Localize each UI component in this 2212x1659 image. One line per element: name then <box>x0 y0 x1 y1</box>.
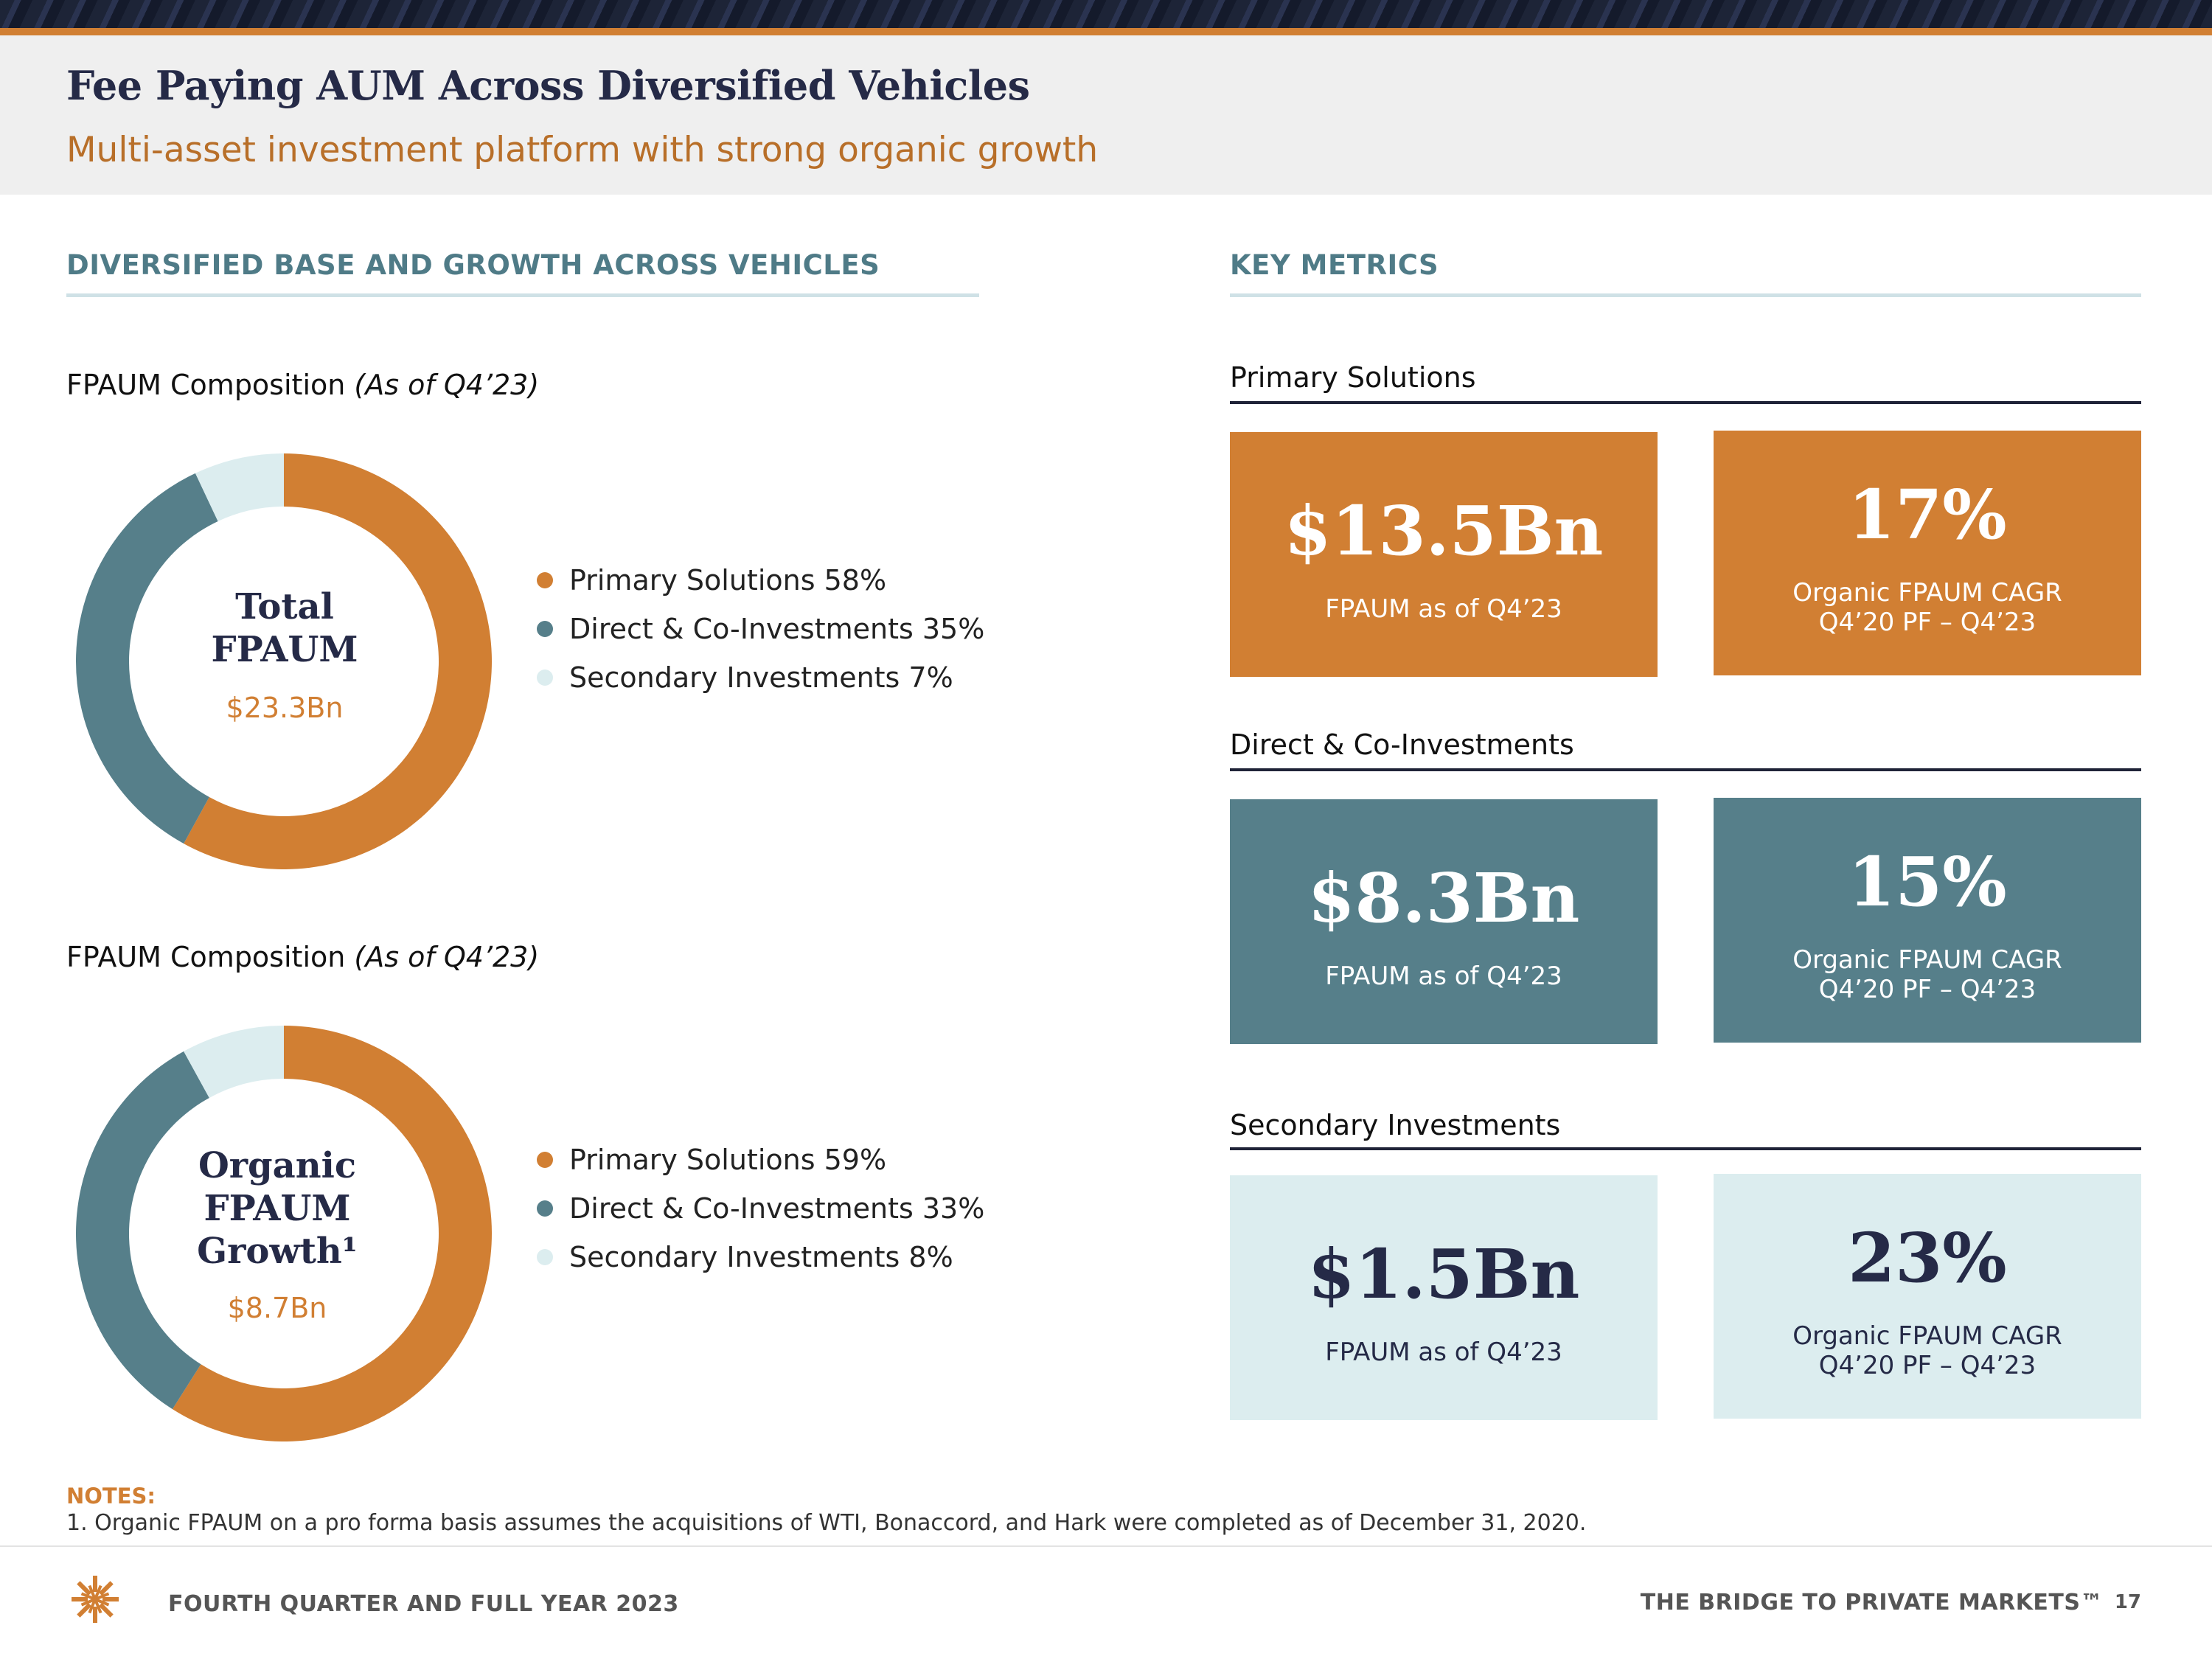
metric-card-direct-fpaum: $8.3Bn FPAUM as of Q4’23 <box>1230 799 1658 1044</box>
donut-chart-organic-growth <box>75 1026 493 1441</box>
section-rule-right <box>1230 293 2141 297</box>
legend-item-secondary: Secondary Investments 8% <box>537 1233 984 1281</box>
donut-1-center-label: Total FPAUM <box>137 585 432 671</box>
donut-slice-direct-co-investments <box>75 1051 209 1410</box>
metric-value: 17% <box>1848 475 2007 554</box>
donut-slice-primary-solutions <box>172 1026 493 1441</box>
metric-caption: Organic FPAUM CAGR <box>1792 945 2062 975</box>
donut-2-center-line: Organic <box>198 1145 357 1186</box>
legend-dot-direct <box>537 621 553 637</box>
composition-label-text: FPAUM Composition <box>66 941 355 973</box>
metric-value: $8.3Bn <box>1307 858 1580 938</box>
legend-label: Secondary Investments 7% <box>569 661 953 694</box>
donut-2-center-line: FPAUM <box>204 1188 351 1229</box>
page-number: 17 <box>2114 1591 2141 1613</box>
section-heading-diversified: DIVERSIFIED BASE AND GROWTH ACROSS VEHIC… <box>66 249 880 281</box>
metric-card-primary-fpaum: $13.5Bn FPAUM as of Q4’23 <box>1230 432 1658 677</box>
composition-label-date: (As of Q4’23) <box>354 941 540 973</box>
composition-label-text: FPAUM Composition <box>66 369 355 401</box>
metric-card-secondary-fpaum: $1.5Bn FPAUM as of Q4’23 <box>1230 1175 1658 1420</box>
metric-value: 23% <box>1848 1218 2007 1298</box>
donut-2-legend: Primary Solutions 59% Direct & Co-Invest… <box>537 1135 984 1281</box>
donut-slice-direct-co-investments <box>76 473 218 844</box>
metric-caption: Organic FPAUM CAGR <box>1792 578 2062 608</box>
footer-divider <box>0 1545 2212 1547</box>
section-rule-left <box>66 293 979 297</box>
legend-label: Secondary Investments 8% <box>569 1241 953 1273</box>
footer-report-title: FOURTH QUARTER AND FULL YEAR 2023 <box>168 1591 679 1617</box>
legend-item-primary: Primary Solutions 59% <box>537 1135 984 1184</box>
metric-caption: FPAUM as of Q4’23 <box>1325 961 1562 991</box>
company-logo-icon <box>72 1576 119 1623</box>
donut-2-center-label: Organic FPAUM Growth¹ <box>130 1144 425 1273</box>
donut-1-center-line: FPAUM <box>211 629 358 670</box>
legend-item-direct: Direct & Co-Investments 33% <box>537 1184 984 1233</box>
notes-heading: NOTES: <box>66 1484 156 1509</box>
composition-label-1: FPAUM Composition (As of Q4’23) <box>66 369 539 401</box>
page-subtitle: Multi-asset investment platform with str… <box>66 130 1099 170</box>
metric-card-secondary-cagr: 23% Organic FPAUM CAGR Q4’20 PF – Q4’23 <box>1714 1174 2141 1419</box>
legend-dot-secondary <box>537 1249 553 1265</box>
section-heading-key-metrics: KEY METRICS <box>1230 249 1439 281</box>
metric-caption: Q4’20 PF – Q4’23 <box>1818 975 2037 1004</box>
metric-caption: Q4’20 PF – Q4’23 <box>1818 1351 2037 1380</box>
legend-label: Primary Solutions 59% <box>569 1144 887 1176</box>
footnote-1: 1. Organic FPAUM on a pro forma basis as… <box>66 1510 1587 1536</box>
metric-value: 15% <box>1848 842 2007 922</box>
legend-dot-direct <box>537 1200 553 1217</box>
metric-caption: Organic FPAUM CAGR <box>1792 1321 2062 1351</box>
legend-label: Primary Solutions 58% <box>569 564 887 597</box>
donut-1-legend: Primary Solutions 58% Direct & Co-Invest… <box>537 556 984 702</box>
legend-dot-primary <box>537 572 553 588</box>
donut-1-center-value: $23.3Bn <box>226 692 344 724</box>
metric-caption: FPAUM as of Q4’23 <box>1325 594 1562 624</box>
legend-label: Direct & Co-Investments 35% <box>569 613 985 645</box>
header-accent-stripe <box>0 28 2212 35</box>
metrics-group-primary-label: Primary Solutions <box>1230 361 1476 394</box>
header-decorative-band <box>0 0 2212 28</box>
donut-slice-primary-solutions <box>184 453 493 869</box>
donut-chart-total-fpaum <box>76 453 493 869</box>
legend-label: Direct & Co-Investments 33% <box>569 1192 985 1225</box>
metrics-group-primary-rule <box>1230 401 2141 404</box>
header-panel <box>0 35 2212 195</box>
legend-item-primary: Primary Solutions 58% <box>537 556 984 605</box>
metric-card-primary-cagr: 17% Organic FPAUM CAGR Q4’20 PF – Q4’23 <box>1714 431 2141 675</box>
composition-label-date: (As of Q4’23) <box>354 369 540 401</box>
legend-item-secondary: Secondary Investments 7% <box>537 653 984 702</box>
legend-item-direct: Direct & Co-Investments 35% <box>537 605 984 653</box>
donut-slice-secondary-investments <box>195 453 284 521</box>
page-title: Fee Paying AUM Across Diversified Vehicl… <box>66 62 1030 109</box>
metric-card-direct-cagr: 15% Organic FPAUM CAGR Q4’20 PF – Q4’23 <box>1714 798 2141 1043</box>
legend-dot-primary <box>537 1152 553 1168</box>
donut-2-center-value: $8.7Bn <box>227 1292 327 1324</box>
footer-tagline: THE BRIDGE TO PRIVATE MARKETS™ <box>1640 1590 2103 1615</box>
metric-caption: Q4’20 PF – Q4’23 <box>1818 608 2037 637</box>
donut-2-center-line: Growth¹ <box>197 1231 358 1272</box>
metrics-group-secondary-label: Secondary Investments <box>1230 1109 1561 1141</box>
metrics-group-secondary-rule <box>1230 1147 2141 1150</box>
composition-label-2: FPAUM Composition (As of Q4’23) <box>66 941 539 973</box>
donut-1-center-line: Total <box>235 586 334 627</box>
metric-caption: FPAUM as of Q4’23 <box>1325 1338 1562 1367</box>
metrics-group-direct-rule <box>1230 768 2141 771</box>
donut-slice-secondary-investments <box>184 1026 284 1098</box>
metrics-group-direct-label: Direct & Co-Investments <box>1230 728 1574 761</box>
metric-value: $1.5Bn <box>1307 1234 1580 1314</box>
legend-dot-secondary <box>537 669 553 686</box>
metric-value: $13.5Bn <box>1284 491 1604 571</box>
